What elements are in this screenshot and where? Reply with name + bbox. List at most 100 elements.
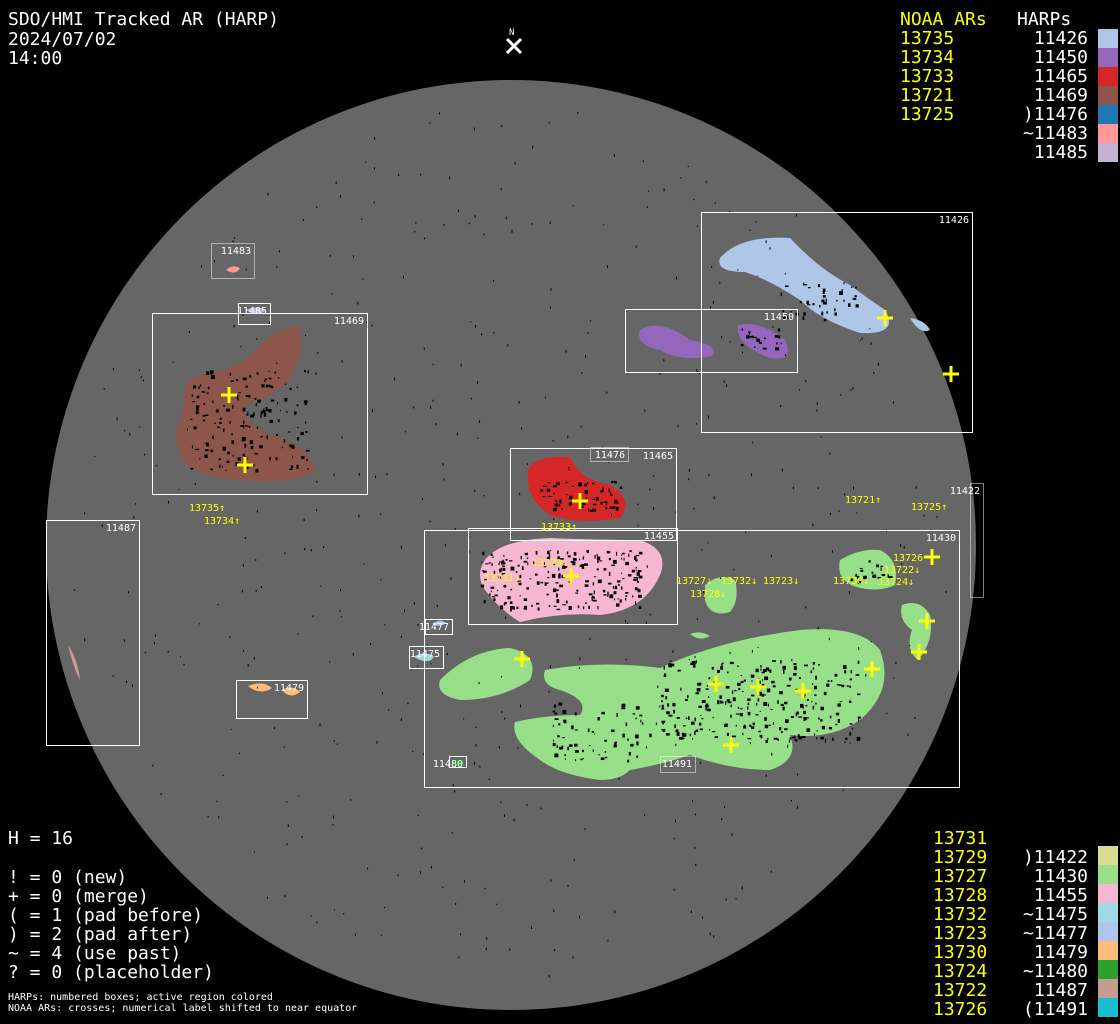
sunspot-speck bbox=[380, 578, 382, 581]
sunspot-speck bbox=[537, 607, 540, 611]
sunspot-speck bbox=[740, 680, 744, 684]
sunspot-speck bbox=[237, 457, 241, 461]
sunspot-speck bbox=[516, 606, 519, 609]
sunspot-speck bbox=[855, 674, 860, 677]
sunspot-speck bbox=[753, 336, 757, 339]
sunspot-speck bbox=[598, 754, 600, 756]
sunspot-speck bbox=[857, 575, 860, 579]
sunspot-speck bbox=[907, 733, 909, 736]
sunspot-speck bbox=[269, 321, 271, 325]
sunspot-speck bbox=[398, 173, 400, 176]
sunspot-speck bbox=[726, 699, 730, 702]
sunspot-speck bbox=[245, 385, 248, 388]
harp-box-11491 bbox=[660, 756, 696, 773]
sunspot-speck bbox=[340, 616, 342, 618]
sunspot-speck bbox=[637, 569, 642, 573]
sunspot-speck bbox=[772, 721, 774, 725]
sunspot-speck bbox=[564, 565, 568, 568]
sunspot-speck bbox=[199, 458, 201, 460]
sunspot-speck bbox=[945, 590, 947, 594]
sunspot-speck bbox=[292, 455, 294, 458]
sunspot-speck bbox=[254, 397, 257, 400]
sunspot-speck bbox=[245, 268, 247, 270]
sunspot-speck bbox=[553, 485, 557, 488]
sunspot-speck bbox=[588, 605, 590, 610]
sunspot-speck bbox=[625, 561, 630, 566]
sunspot-speck bbox=[199, 623, 201, 625]
harp-box-11465 bbox=[510, 448, 677, 541]
sunspot-speck bbox=[822, 291, 825, 294]
harp-color-swatch bbox=[1098, 48, 1118, 67]
sunspot-speck bbox=[552, 724, 554, 727]
sunspot-speck bbox=[388, 709, 390, 711]
sunspot-speck bbox=[263, 408, 265, 410]
sunspot-speck bbox=[936, 515, 938, 518]
sunspot-speck bbox=[413, 602, 415, 605]
sunspot-speck bbox=[304, 548, 306, 551]
sunspot-speck bbox=[635, 560, 638, 562]
sunspot-speck bbox=[797, 734, 800, 737]
sunspot-speck bbox=[468, 222, 470, 225]
sunspot-speck bbox=[572, 956, 574, 959]
sunspot-speck bbox=[699, 728, 703, 731]
sunspot-speck bbox=[737, 269, 739, 271]
sunspot-speck bbox=[640, 719, 642, 723]
sunspot-speck bbox=[255, 468, 259, 473]
sunspot-speck bbox=[714, 736, 718, 739]
sunspot-speck bbox=[233, 324, 235, 328]
sunspot-speck bbox=[553, 563, 556, 567]
sunspot-speck bbox=[641, 721, 644, 725]
harp-entry: 11487 bbox=[1033, 980, 1088, 1001]
harp-box-11475 bbox=[409, 646, 444, 669]
sunspot-speck bbox=[663, 188, 665, 192]
sunspot-speck bbox=[505, 216, 507, 220]
sunspot-speck bbox=[186, 428, 188, 431]
sunspot-speck bbox=[844, 493, 846, 496]
sunspot-speck bbox=[361, 218, 363, 220]
sunspot-speck bbox=[245, 395, 250, 397]
sunspot-speck bbox=[429, 122, 431, 124]
sunspot-speck bbox=[690, 662, 693, 666]
sunspot-speck bbox=[614, 598, 616, 601]
sunspot-speck bbox=[621, 572, 623, 574]
sunspot-speck bbox=[743, 679, 746, 682]
sunspot-speck bbox=[726, 671, 729, 674]
sunspot-speck bbox=[844, 670, 847, 674]
sunspot-speck bbox=[329, 254, 331, 257]
sunspot-speck bbox=[765, 667, 770, 671]
sunspot-speck bbox=[777, 738, 779, 741]
status-flag-line: ( = 1 (pad before) bbox=[8, 905, 204, 926]
sunspot-speck bbox=[834, 308, 836, 312]
sunspot-speck bbox=[780, 342, 782, 345]
sunspot-speck bbox=[450, 577, 452, 580]
sunspot-speck bbox=[223, 405, 226, 407]
sunspot-speck bbox=[682, 734, 685, 737]
noaa-cross-icon bbox=[911, 644, 927, 660]
sunspot-speck bbox=[750, 674, 755, 678]
sunspot-speck bbox=[232, 405, 234, 409]
sunspot-speck bbox=[290, 444, 294, 448]
noaa-ar-entry: 13729 bbox=[933, 847, 988, 868]
sunspot-speck bbox=[565, 481, 569, 484]
sunspot-speck bbox=[853, 486, 855, 490]
sunspot-speck bbox=[242, 407, 246, 412]
sunspot-speck bbox=[608, 461, 610, 463]
sunspot-speck bbox=[680, 177, 682, 179]
sunspot-speck bbox=[848, 591, 850, 595]
sunspot-speck bbox=[677, 424, 679, 428]
sunspot-speck bbox=[218, 458, 222, 461]
sunspot-speck bbox=[783, 728, 788, 731]
sunspot-speck bbox=[482, 551, 485, 556]
sunspot-speck bbox=[480, 584, 485, 588]
sunspot-speck bbox=[865, 673, 867, 677]
noaa-label: 13730↓ bbox=[833, 576, 869, 587]
sunspot-speck bbox=[720, 666, 724, 670]
sunspot-speck bbox=[612, 506, 616, 509]
sunspot-speck bbox=[724, 723, 728, 727]
sunspot-speck bbox=[301, 835, 303, 838]
harp-box-11469 bbox=[152, 313, 368, 495]
sunspot-speck bbox=[644, 409, 646, 412]
sunspot-speck bbox=[203, 402, 205, 406]
sunspot-speck bbox=[727, 701, 732, 704]
harp-box-11483 bbox=[211, 243, 255, 279]
